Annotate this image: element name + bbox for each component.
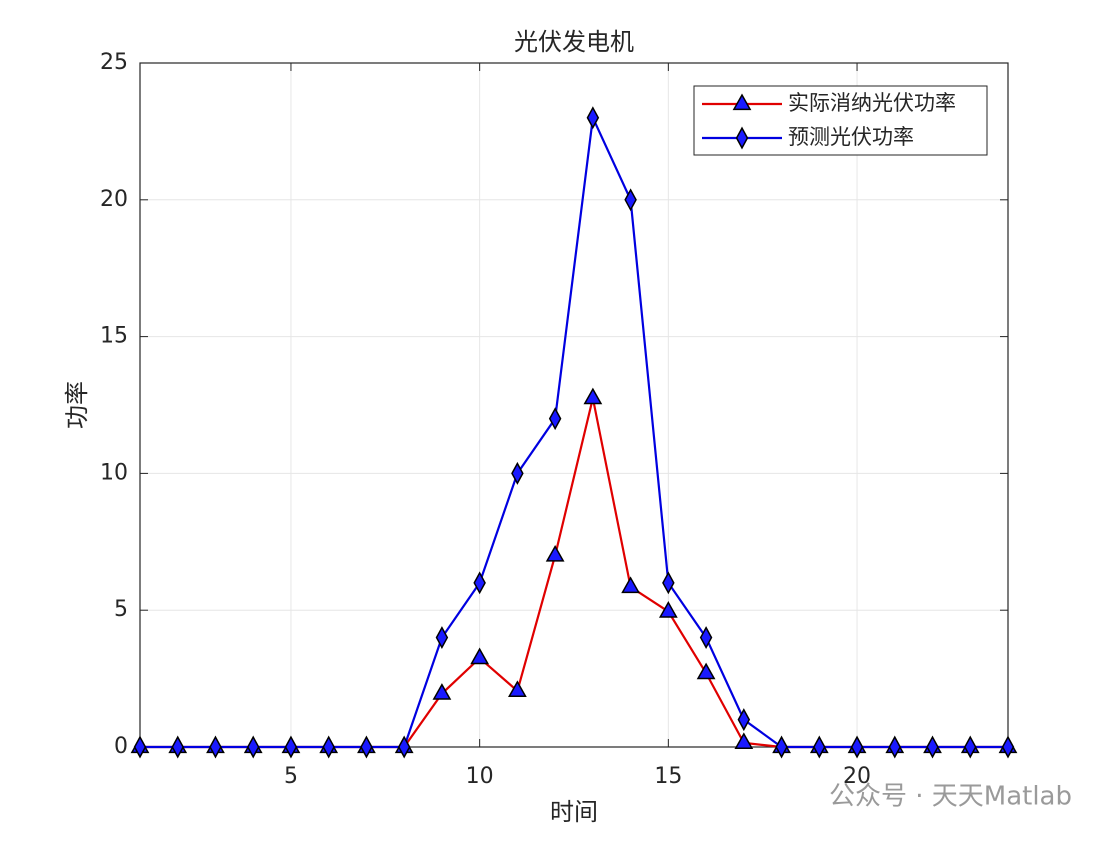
marker bbox=[737, 708, 751, 732]
legend-marker bbox=[732, 93, 752, 111]
marker bbox=[583, 387, 603, 405]
legend-marker bbox=[735, 126, 749, 150]
marker bbox=[926, 735, 939, 759]
x-tick-label: 15 bbox=[654, 764, 682, 789]
watermark: 公众号 · 天天Matlab bbox=[829, 782, 1072, 812]
y-tick-label: 25 bbox=[100, 50, 128, 75]
marker bbox=[888, 735, 902, 759]
marker bbox=[813, 735, 826, 759]
y-tick-label: 0 bbox=[114, 734, 128, 759]
marker bbox=[734, 732, 754, 750]
marker bbox=[322, 735, 335, 759]
marker bbox=[662, 571, 675, 595]
marker bbox=[508, 680, 527, 698]
x-tick-label: 20 bbox=[843, 764, 871, 789]
marker bbox=[432, 683, 452, 700]
marker bbox=[586, 106, 600, 130]
marker bbox=[246, 735, 260, 759]
marker bbox=[850, 735, 864, 759]
y-tick-label: 15 bbox=[100, 324, 128, 349]
y-axis-label: 功率 bbox=[63, 381, 91, 429]
marker bbox=[133, 735, 147, 759]
marker bbox=[470, 647, 490, 665]
marker bbox=[696, 662, 716, 680]
y-tick-label: 5 bbox=[114, 597, 128, 622]
x-axis-label: 时间 bbox=[550, 798, 598, 826]
marker bbox=[775, 735, 788, 759]
marker bbox=[435, 626, 449, 650]
marker bbox=[621, 576, 640, 594]
marker bbox=[171, 735, 184, 759]
y-tick-label: 10 bbox=[100, 460, 128, 485]
legend-label[interactable]: 实际消纳光伏功率 bbox=[788, 91, 956, 115]
marker bbox=[1001, 735, 1015, 759]
marker bbox=[511, 461, 524, 485]
marker bbox=[397, 735, 411, 759]
marker bbox=[545, 544, 565, 562]
plot-frame bbox=[139, 62, 1009, 748]
marker bbox=[548, 407, 562, 431]
marker bbox=[209, 735, 222, 759]
series-line bbox=[140, 113, 1008, 749]
marker bbox=[284, 735, 298, 759]
marker bbox=[624, 188, 637, 212]
marker bbox=[699, 626, 713, 650]
marker bbox=[964, 735, 977, 759]
marker bbox=[473, 571, 486, 595]
x-tick-label: 5 bbox=[284, 764, 298, 789]
marker bbox=[658, 601, 678, 618]
x-tick-label: 10 bbox=[466, 764, 494, 789]
marker bbox=[360, 735, 373, 759]
chart-title: 光伏发电机 bbox=[514, 28, 634, 56]
y-tick-label: 20 bbox=[100, 187, 128, 212]
legend-label[interactable]: 预测光伏功率 bbox=[788, 125, 914, 149]
